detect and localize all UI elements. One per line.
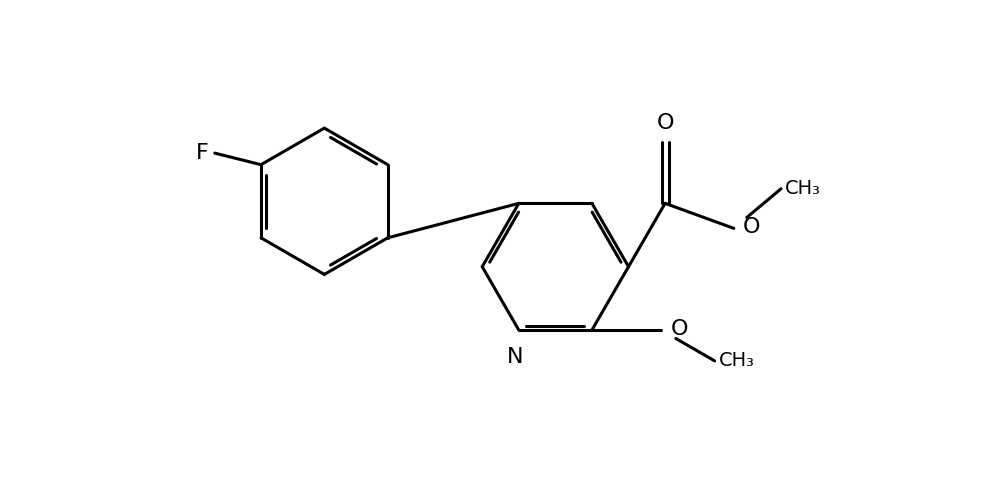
Text: O: O <box>670 318 687 339</box>
Text: F: F <box>196 143 209 163</box>
Text: CH₃: CH₃ <box>784 179 819 198</box>
Text: N: N <box>507 347 523 367</box>
Text: O: O <box>742 217 760 237</box>
Text: O: O <box>656 113 673 132</box>
Text: CH₃: CH₃ <box>718 351 753 370</box>
